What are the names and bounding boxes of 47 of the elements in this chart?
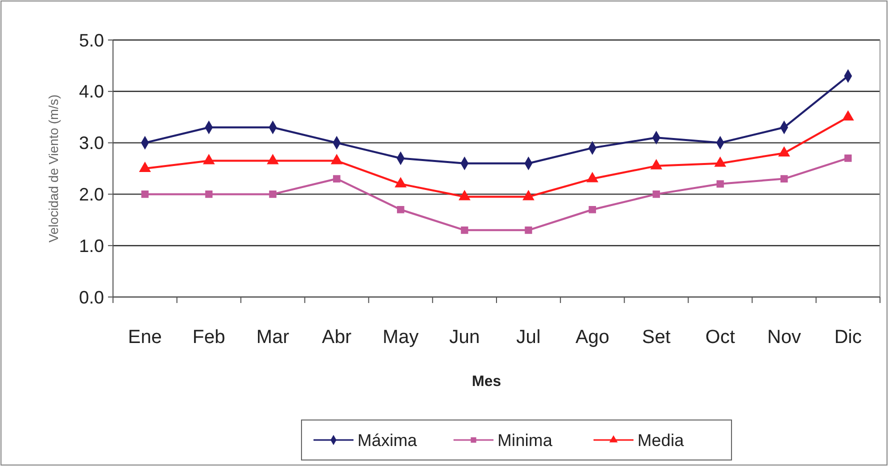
point xyxy=(458,190,470,200)
point xyxy=(269,190,276,198)
x-tick-label: Feb xyxy=(192,327,226,348)
point xyxy=(267,154,278,164)
point xyxy=(780,175,788,182)
point xyxy=(203,154,214,164)
x-axis-title: Mes xyxy=(472,373,502,390)
point xyxy=(842,110,854,121)
y-tick-label: 0.0 xyxy=(78,287,104,308)
point xyxy=(333,175,340,182)
point xyxy=(778,146,790,157)
x-tick-label: Oct xyxy=(705,327,736,348)
point xyxy=(139,162,151,172)
y-tick-label: 3.0 xyxy=(78,133,104,154)
y-tick-label: 4.0 xyxy=(78,82,104,102)
x-tick-label: Ene xyxy=(128,327,162,348)
x-tick-label: Abr xyxy=(322,327,352,348)
point xyxy=(395,178,406,188)
point xyxy=(396,206,404,214)
legend-label: Máxima xyxy=(358,430,418,450)
x-tick-label: Jul xyxy=(516,327,541,348)
point xyxy=(652,190,660,198)
x-tick-label: Dic xyxy=(834,327,862,348)
y-tick-label: 5.0 xyxy=(78,30,104,50)
y-axis-title: Velocidad de Viento (m/s) xyxy=(46,94,61,242)
point xyxy=(522,190,534,200)
point xyxy=(714,156,726,167)
x-tick-label: Jun xyxy=(449,327,480,348)
x-tick-label: May xyxy=(382,327,420,348)
x-tick-label: Set xyxy=(642,327,672,348)
point xyxy=(141,190,149,198)
point xyxy=(331,154,342,164)
y-tick-label: 1.0 xyxy=(78,236,104,256)
point xyxy=(460,226,468,234)
x-tick-label: Mar xyxy=(256,327,290,348)
point xyxy=(650,160,662,170)
point xyxy=(588,206,596,214)
y-tick-label: 2.0 xyxy=(78,184,104,204)
point xyxy=(586,172,598,182)
point xyxy=(524,226,532,234)
point xyxy=(205,190,213,198)
x-tick-label: Nov xyxy=(767,327,802,348)
point xyxy=(844,154,852,162)
point xyxy=(716,180,724,188)
x-tick-label: Ago xyxy=(575,327,610,348)
legend-label: Minima xyxy=(498,430,553,450)
legend-label: Media xyxy=(638,430,684,450)
